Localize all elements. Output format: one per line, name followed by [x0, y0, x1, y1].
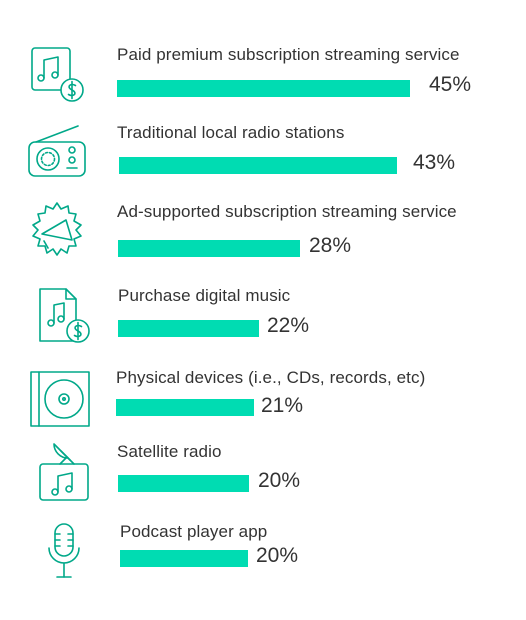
bar [119, 157, 397, 174]
bar [120, 550, 248, 567]
value-label: 43% [413, 151, 456, 174]
cd-icon [29, 368, 91, 430]
value-label: 45% [429, 73, 472, 96]
value-label: 21% [261, 394, 304, 417]
digital-music-dollar-icon [32, 285, 94, 347]
value-label: 22% [267, 314, 310, 337]
microphone-icon [33, 521, 95, 583]
bar [117, 80, 410, 97]
bar-row: Traditional local radio stations 43% [0, 118, 526, 188]
category-label: Ad-supported subscription streaming serv… [117, 202, 457, 221]
radio-icon [26, 120, 88, 182]
bar [116, 399, 254, 416]
category-label: Satellite radio [117, 442, 222, 461]
value-label: 28% [309, 234, 352, 257]
bar-row: Podcast player app 20% [0, 520, 526, 590]
satellite-music-icon [30, 440, 92, 502]
value-label: 20% [258, 469, 301, 492]
bar-row: Purchase digital music 22% [0, 283, 526, 353]
music-note-dollar-icon [26, 44, 88, 106]
category-label: Traditional local radio stations [117, 123, 345, 142]
bar-row: Physical devices (i.e., CDs, records, et… [0, 365, 526, 435]
category-label: Paid premium subscription streaming serv… [117, 45, 460, 64]
bar [118, 240, 300, 257]
megaphone-icon [26, 200, 88, 262]
bar [118, 320, 259, 337]
category-label: Purchase digital music [118, 286, 291, 305]
category-label: Physical devices (i.e., CDs, records, et… [116, 368, 426, 387]
bar-row: Paid premium subscription streaming serv… [0, 40, 526, 110]
bar-row: Satellite radio 20% [0, 440, 526, 510]
bar-row: Ad-supported subscription streaming serv… [0, 198, 526, 268]
category-label: Podcast player app [120, 522, 268, 541]
bar [118, 475, 249, 492]
value-label: 20% [256, 544, 299, 567]
